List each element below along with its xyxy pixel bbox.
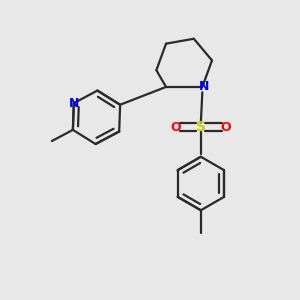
Text: O: O xyxy=(170,121,181,134)
Text: S: S xyxy=(196,120,206,134)
Text: O: O xyxy=(221,121,231,134)
Text: N: N xyxy=(69,97,79,110)
Text: N: N xyxy=(199,80,209,93)
